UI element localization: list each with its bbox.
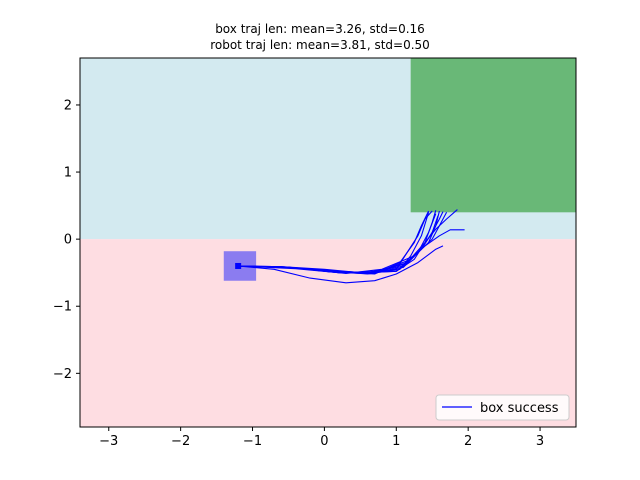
y-tick-label: −2	[53, 367, 72, 382]
x-tick-label: 3	[536, 434, 544, 449]
y-tick-label: −1	[53, 300, 72, 315]
legend: box success	[435, 394, 570, 421]
y-tick-label: 1	[64, 166, 72, 181]
x-tick-label: −3	[99, 434, 118, 449]
start-marker	[235, 262, 242, 269]
chart-title-line-1: box traj len: mean=3.26, std=0.16	[215, 22, 425, 36]
trajectory-lines	[238, 209, 465, 284]
x-tick-label: −1	[243, 434, 262, 449]
trajectory-line-11	[238, 245, 444, 284]
x-axis: −3 −2 −1 0 1 2 3	[99, 427, 544, 449]
y-tick-label: 2	[64, 98, 72, 113]
y-tick-label: 0	[64, 233, 72, 248]
legend-box	[435, 394, 570, 421]
background-regions	[80, 58, 576, 427]
x-tick-label: 1	[392, 434, 400, 449]
y-axis: −2 −1 0 1 2	[53, 98, 80, 382]
goal-region	[410, 58, 576, 213]
plot-frame	[79, 57, 577, 428]
chart-title-line-2: robot traj len: mean=3.81, std=0.50	[210, 38, 430, 52]
plot-area	[79, 57, 577, 428]
legend-label: box success	[480, 401, 559, 416]
x-tick-label: −2	[171, 434, 190, 449]
x-tick-label: 0	[320, 434, 328, 449]
start-marker-group	[235, 262, 242, 269]
trajectory-line-12	[238, 215, 439, 274]
x-tick-label: 2	[464, 434, 472, 449]
